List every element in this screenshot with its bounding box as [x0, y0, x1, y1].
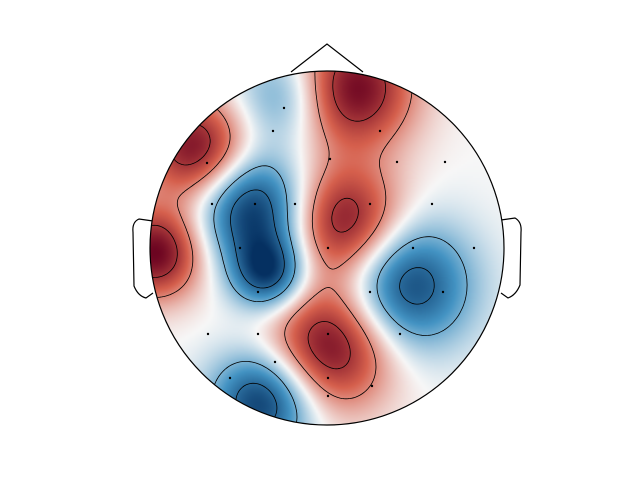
sensor-dot [326, 332, 330, 336]
sensor-dot [472, 246, 476, 250]
sensor-dot [273, 360, 277, 364]
left-ear-outline [132, 218, 154, 299]
negative-contour [211, 165, 468, 425]
sensor-dot [411, 246, 415, 250]
sensor-dot [238, 246, 242, 250]
sensor-dot [326, 394, 330, 398]
sensor-dot [256, 332, 260, 336]
nose-outline [290, 43, 364, 73]
scalp-map [150, 71, 504, 425]
sensor-markers [205, 106, 476, 398]
sensor-dot [395, 160, 399, 164]
sensor-dot [368, 290, 372, 294]
sensor-dot [443, 160, 447, 164]
sensor-dot [441, 290, 445, 294]
sensor-dot [256, 290, 260, 294]
sensor-dot [370, 384, 374, 388]
right-ear-outline [500, 217, 522, 299]
sensor-dot [293, 202, 297, 206]
sensor-dot [430, 202, 434, 206]
sensor-dot [271, 129, 275, 133]
sensor-dot [326, 376, 330, 380]
head-outline [149, 70, 505, 426]
sensor-dot [368, 202, 372, 206]
sensor-dot [398, 332, 402, 336]
sensor-dot [205, 161, 209, 165]
sensor-dot [228, 376, 232, 380]
sensor-dot [326, 246, 330, 250]
sensor-dot [378, 129, 382, 133]
sensor-dot [253, 202, 257, 206]
sensor-dot [328, 157, 332, 161]
sensor-dot [282, 106, 286, 110]
sensor-dot [206, 332, 210, 336]
sensor-dot [210, 202, 214, 206]
